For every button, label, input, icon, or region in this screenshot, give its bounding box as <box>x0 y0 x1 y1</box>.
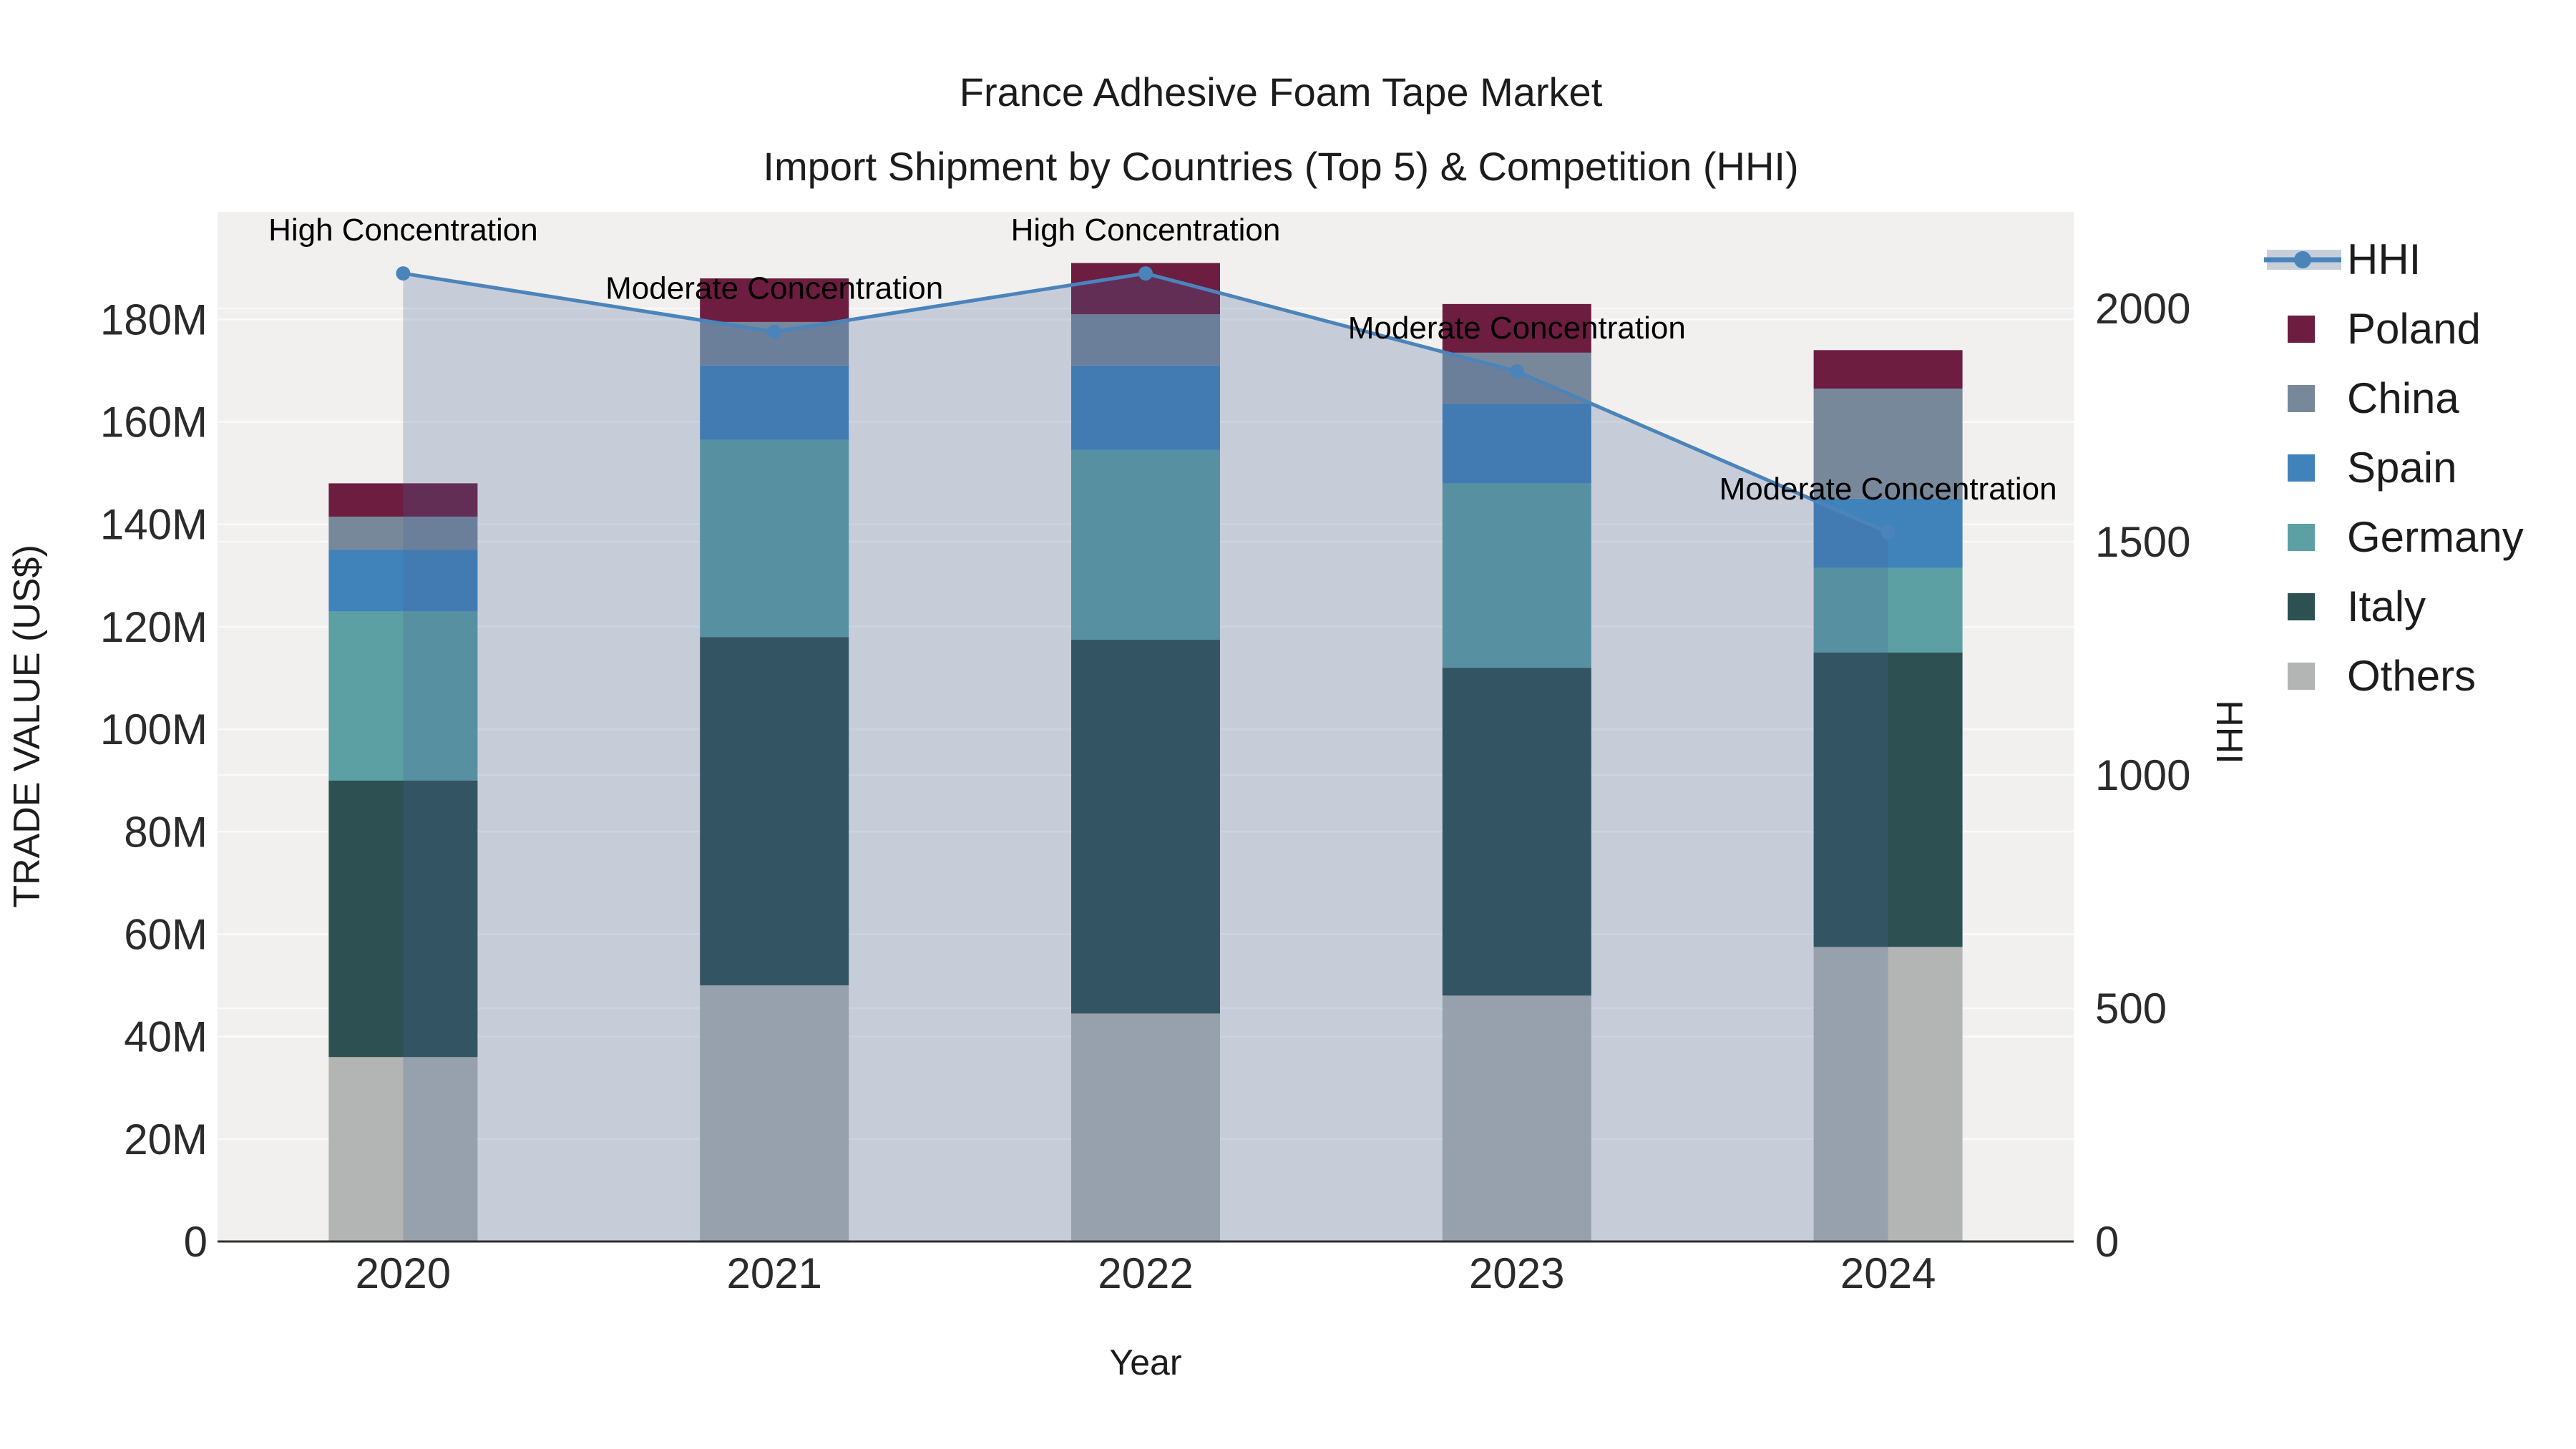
annotation-2024: Moderate Concentration <box>1719 472 2057 507</box>
bar-segment-spain-2020[interactable] <box>328 550 478 612</box>
legend: HHI Poland China Spain Germany Italy Others <box>2264 235 2524 700</box>
bar-segment-italy-2023[interactable] <box>1442 668 1591 996</box>
y-tick-label: 120M <box>100 603 208 651</box>
bar-segment-italy-2020[interactable] <box>328 780 478 1058</box>
y-tick-label: 140M <box>100 501 208 549</box>
hhi-marker-2020[interactable] <box>396 266 411 281</box>
y2-tick-label: 500 <box>2095 985 2167 1033</box>
hhi-marker-2021[interactable] <box>767 324 782 339</box>
y-tick-label: 100M <box>100 706 208 753</box>
legend-hhi-marker-icon <box>2294 251 2311 268</box>
bar-segment-poland-2024[interactable] <box>1813 350 1963 389</box>
hhi-marker-2022[interactable] <box>1138 266 1153 281</box>
bar-segment-poland-2020[interactable] <box>328 483 478 517</box>
legend-item-others[interactable]: Others <box>2347 652 2476 700</box>
legend-swatch-others <box>2288 663 2315 690</box>
x-axis-title: Year <box>1109 1342 1181 1382</box>
x-tick-label-2023: 2023 <box>1469 1249 1564 1297</box>
annotation-2020: High Concentration <box>268 213 538 248</box>
bar-segment-germany-2022[interactable] <box>1071 449 1220 640</box>
y-tick-label: 40M <box>124 1013 208 1061</box>
legend-swatch-spain <box>2288 454 2315 482</box>
y-tick-label: 180M <box>100 296 208 343</box>
bar-segment-spain-2021[interactable] <box>700 365 849 440</box>
bar-segment-others-2024[interactable] <box>1813 947 1963 1241</box>
legend-item-spain[interactable]: Spain <box>2347 444 2457 492</box>
y-tick-label: 0 <box>184 1218 208 1266</box>
legend-item-poland[interactable]: Poland <box>2347 305 2481 353</box>
bar-segment-spain-2023[interactable] <box>1442 404 1591 484</box>
y-tick-label: 160M <box>100 399 208 447</box>
hhi-marker-2023[interactable] <box>1509 364 1524 379</box>
annotation-2023: Moderate Concentration <box>1348 311 1686 346</box>
bar-segment-germany-2021[interactable] <box>700 439 849 638</box>
hhi-area-layer <box>403 273 1888 1241</box>
legend-item-germany[interactable]: Germany <box>2347 513 2524 561</box>
legend-swatch-germany <box>2288 524 2315 551</box>
bar-segment-china-2024[interactable] <box>1813 388 1963 499</box>
annotation-2021: Moderate Concentration <box>605 271 943 306</box>
y2-tick-label: 0 <box>2095 1218 2119 1266</box>
legend-item-hhi[interactable]: HHI <box>2347 235 2421 283</box>
annotation-layer: High Concentration Moderate Concentration… <box>268 213 2057 507</box>
bar-segment-others-2021[interactable] <box>700 985 849 1241</box>
legend-item-italy[interactable]: Italy <box>2347 582 2426 630</box>
chart-subtitle: Import Shipment by Countries (Top 5) & C… <box>763 144 1798 189</box>
bar-segment-china-2020[interactable] <box>328 516 478 550</box>
y-tick-label: 20M <box>124 1116 208 1163</box>
stacked-bars-layer <box>328 263 1963 1241</box>
bar-segment-spain-2022[interactable] <box>1071 365 1220 450</box>
bar-segment-poland-2021[interactable] <box>700 278 849 322</box>
y2-tick-label: 1000 <box>2095 751 2190 799</box>
x-tick-label-2020: 2020 <box>356 1249 451 1297</box>
x-tick-label-2022: 2022 <box>1098 1249 1193 1297</box>
annotation-2022: High Concentration <box>1011 213 1281 248</box>
hhi-line-layer <box>396 266 1896 540</box>
bar-segment-germany-2020[interactable] <box>328 611 478 781</box>
bar-segment-italy-2022[interactable] <box>1071 639 1220 1014</box>
y-tick-label: 80M <box>124 808 208 856</box>
legend-swatch-poland <box>2288 316 2315 343</box>
legend-swatch-china <box>2288 385 2315 412</box>
x-tick-label-2021: 2021 <box>726 1249 821 1297</box>
bar-segment-others-2020[interactable] <box>328 1057 478 1241</box>
bar-segment-poland-2023[interactable] <box>1442 303 1591 353</box>
hhi-marker-2024[interactable] <box>1880 525 1896 540</box>
legend-swatch-italy <box>2288 593 2315 620</box>
bar-segment-italy-2021[interactable] <box>700 637 849 986</box>
bar-segment-others-2022[interactable] <box>1071 1013 1220 1241</box>
y2-axis-title: HHI <box>2208 700 2250 764</box>
bar-segment-italy-2024[interactable] <box>1813 652 1963 947</box>
x-tick-label-2024: 2024 <box>1840 1249 1936 1297</box>
hhi-area-fill <box>403 273 1888 1241</box>
y2-tick-label: 2000 <box>2095 285 2190 333</box>
bar-segment-germany-2024[interactable] <box>1813 567 1963 653</box>
bar-segment-germany-2023[interactable] <box>1442 483 1591 668</box>
chart-title: France Adhesive Foam Tape Market <box>960 69 1603 114</box>
tick-label-layer: 0 20M 40M 60M 80M 100M 120M 140M 160M 180M 0 500 100… <box>100 285 2191 1297</box>
y2-tick-label: 1500 <box>2095 518 2190 566</box>
legend-item-china[interactable]: China <box>2347 374 2459 422</box>
y-axis-title: TRADE VALUE (US$) <box>6 545 48 908</box>
bar-segment-others-2023[interactable] <box>1442 995 1591 1241</box>
bar-segment-china-2022[interactable] <box>1071 314 1220 366</box>
y-tick-label: 60M <box>124 910 208 958</box>
